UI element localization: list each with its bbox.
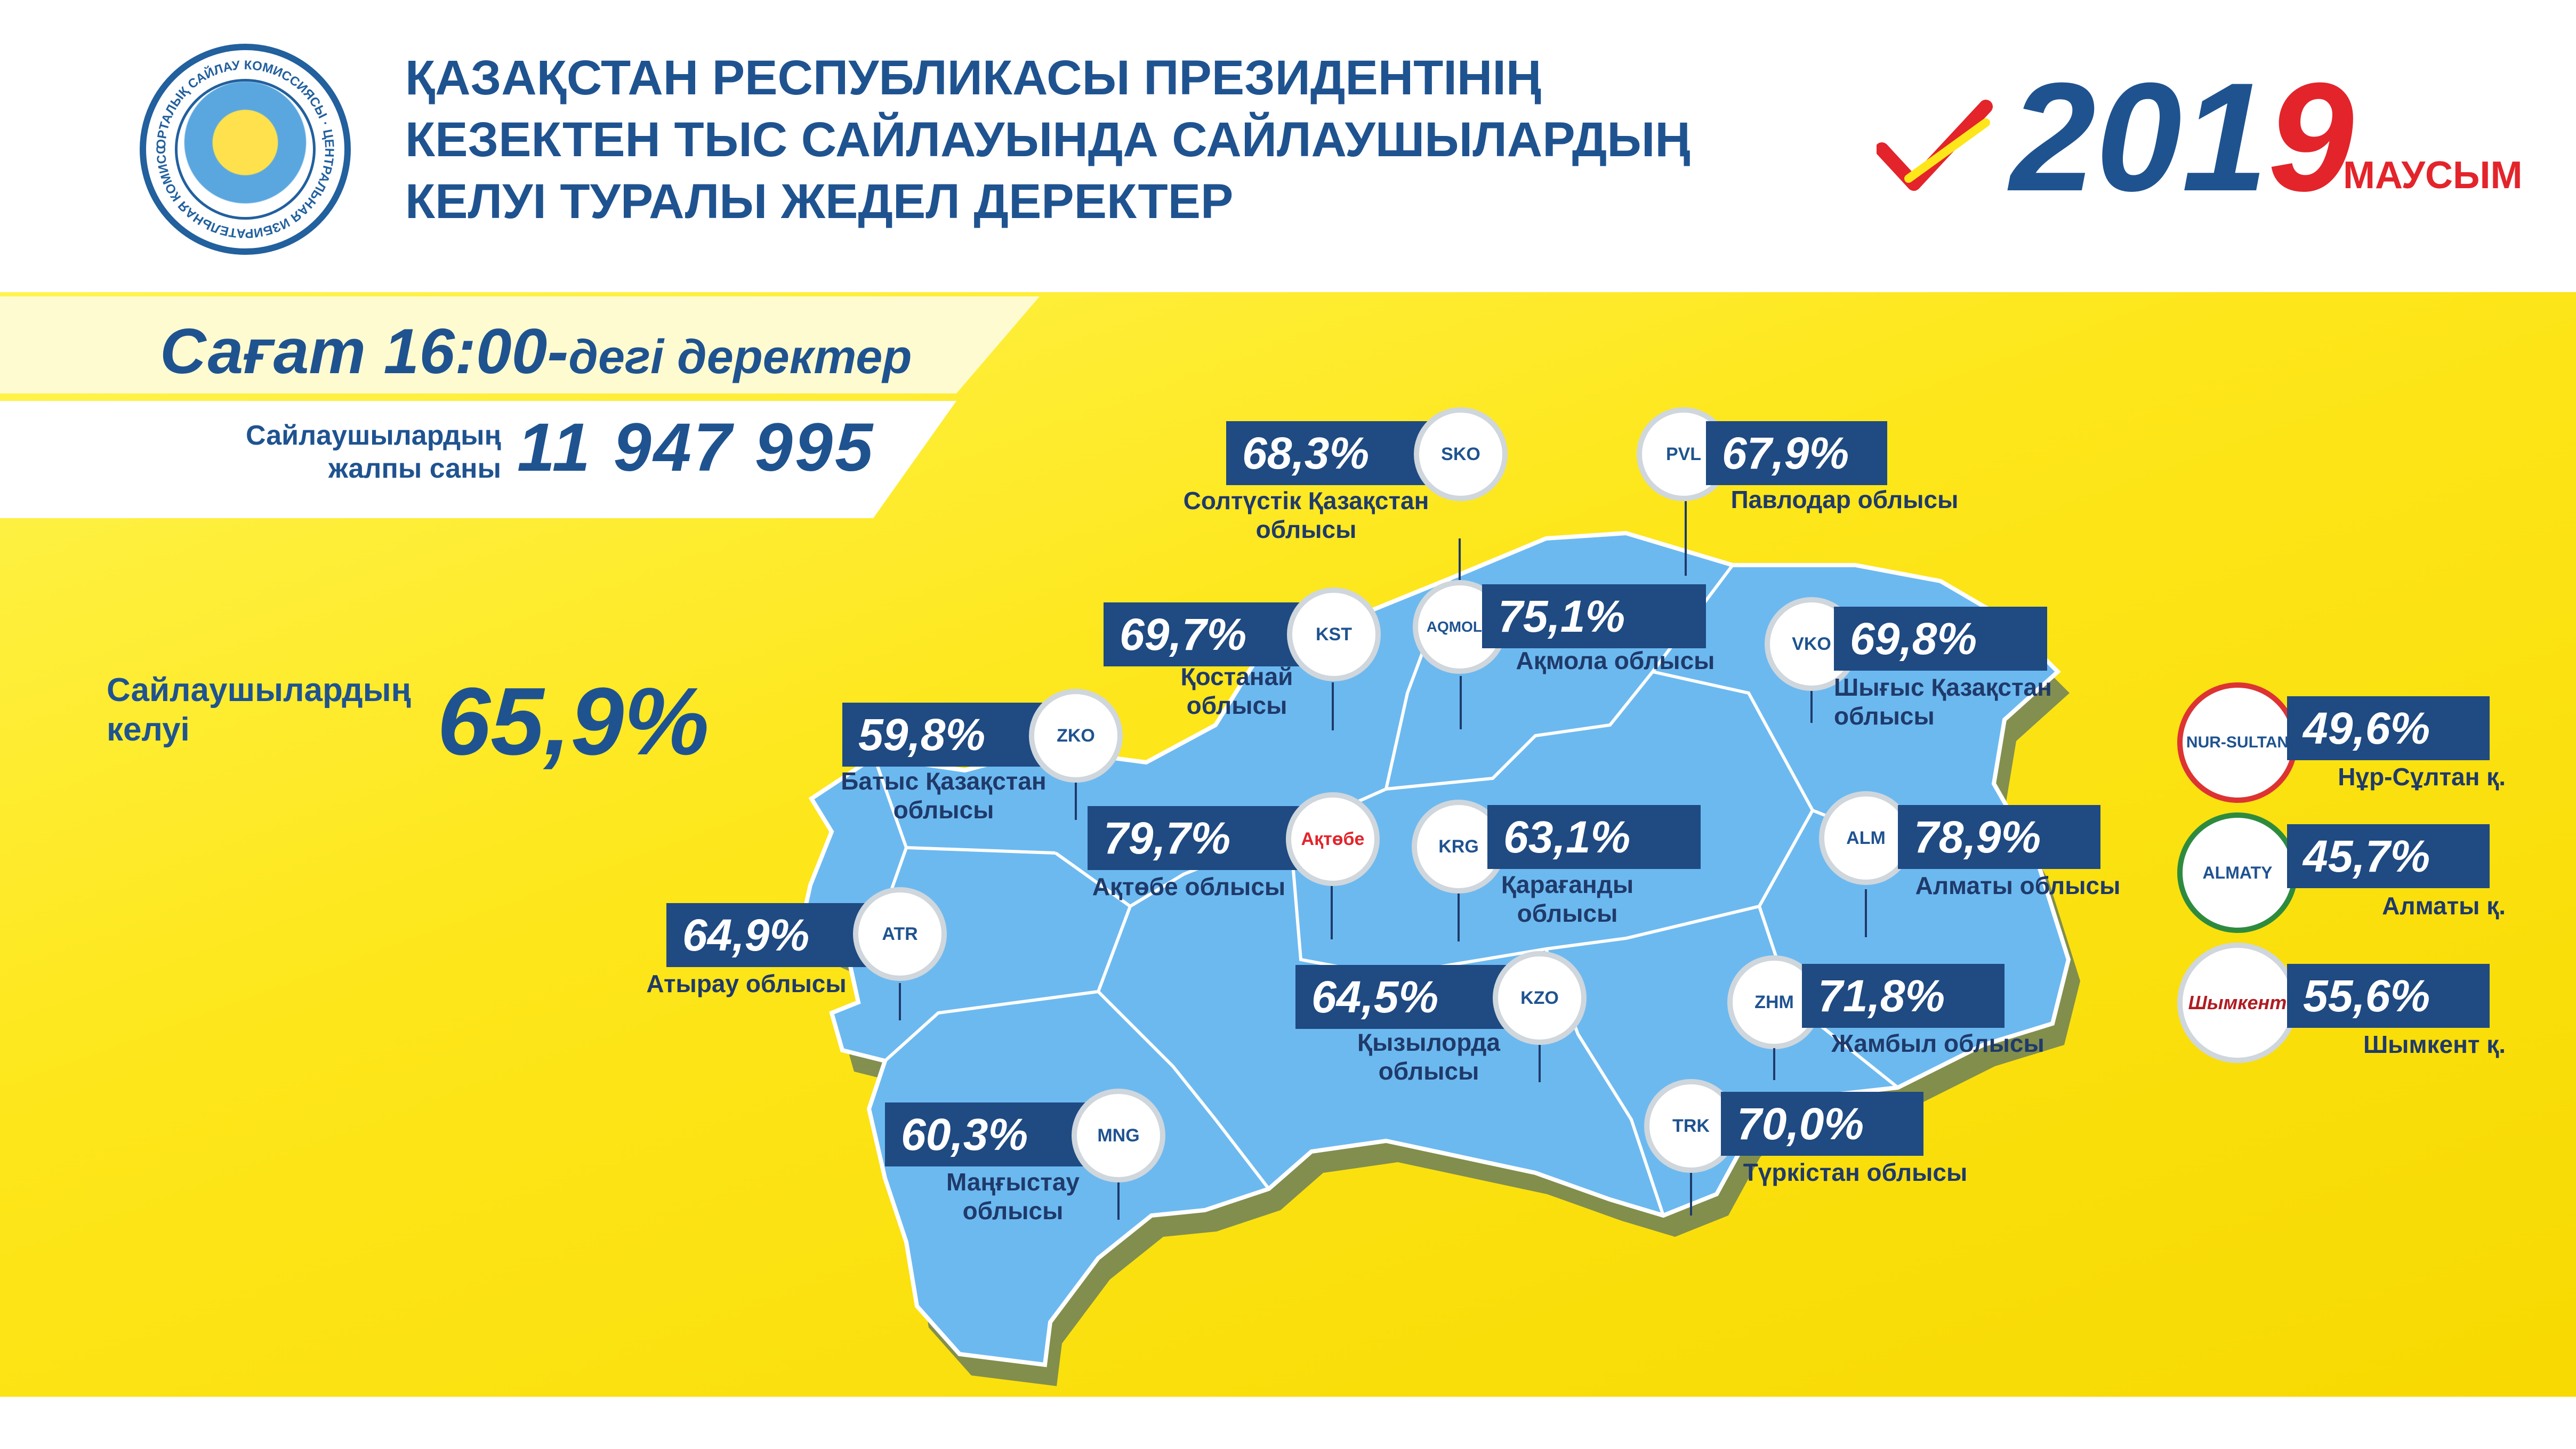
region-turnout-box: 64,5% <box>1295 965 1541 1029</box>
leader-line <box>1460 676 1462 729</box>
election-month: МАУСЫМ <box>2343 154 2523 197</box>
region-turnout-box: 78,9% <box>1898 805 2100 869</box>
region-emblem: KZO <box>1493 951 1587 1045</box>
total-voters-label-line-1: Сайлаушылардың <box>246 420 501 451</box>
data-time-suffix: дегі деректер <box>568 331 912 384</box>
city-emblem: NUR-SULTAN <box>2177 682 2298 803</box>
leader-line <box>1332 682 1334 730</box>
region-name: Солтүстік Қазақстан облысы <box>1146 486 1466 544</box>
leader-line <box>1685 501 1687 576</box>
city-name: Нұр-Сұлтан қ. <box>2338 763 2506 791</box>
turnout-label-line-2: келуі <box>107 711 190 748</box>
city-turnout-box: 49,6% <box>2287 696 2490 760</box>
region-emblem: ATR <box>853 887 947 981</box>
region-name-line-1: Қызылорда <box>1357 1028 1500 1056</box>
time-banner <box>0 296 1040 393</box>
page-title: ҚАЗАҚСТАН РЕСПУБЛИКАСЫ ПРЕЗИДЕНТІНІҢ КЕЗ… <box>405 47 1877 232</box>
region-name-line-1: Солтүстік Қазақстан <box>1183 487 1429 514</box>
region-turnout-box: 64,9% <box>666 903 890 967</box>
city-emblem: ALMATY <box>2177 812 2298 933</box>
region-name-line-2: облысы <box>1834 702 1935 730</box>
turnout-label: Сайлаушылардың келуі <box>107 671 437 750</box>
region-name-line-2: облысы <box>1255 516 1357 543</box>
region-emblem: KST <box>1287 587 1381 681</box>
region-turnout-box: 69,7% <box>1104 602 1306 666</box>
region-emblem: ZKO <box>1029 689 1123 783</box>
region-turnout-box: 69,8% <box>1834 607 2047 671</box>
region-turnout-box: 70,0% <box>1721 1092 1923 1156</box>
year-digits: 201 <box>2010 51 2268 223</box>
region-name: Атырау облысы <box>646 970 847 997</box>
region-turnout-box: 68,3% <box>1226 421 1429 485</box>
region-name: Ақтөбе облысы <box>1092 873 1286 900</box>
title-line-1: ҚАЗАҚСТАН РЕСПУБЛИКАСЫ ПРЕЗИДЕНТІНІҢ <box>405 51 1542 105</box>
title-line-3: КЕЛУІ ТУРАЛЫ ЖЕДЕЛ ДЕРЕКТЕР <box>405 174 1234 229</box>
region-name-line-1: Шығыс Қазақстан <box>1834 673 2052 701</box>
total-voters-label-line-2: жалпы саны <box>328 453 501 484</box>
leader-line <box>1331 886 1333 939</box>
leader-line <box>899 983 901 1020</box>
voters-banner <box>0 401 956 518</box>
region-turnout-box: 75,1% <box>1482 584 1706 648</box>
title-line-2: КЕЗЕКТЕН ТЫС САЙЛАУЫНДА САЙЛАУШЫЛАРДЫҢ <box>405 112 1690 167</box>
footer-strip <box>0 1397 2576 1449</box>
border-line <box>883 905 1132 1062</box>
total-voters-value: 11 947 995 <box>517 409 875 486</box>
region-turnout-box: 71,8% <box>1802 964 2005 1028</box>
leader-line <box>1690 1173 1692 1215</box>
region-name: Қостанай облысы <box>1168 662 1306 720</box>
region-turnout-box: 67,9% <box>1706 421 1887 485</box>
checkmark-icon <box>1877 100 1993 191</box>
region-name: Қарағанды облысы <box>1487 870 1647 928</box>
leader-line <box>1459 538 1461 581</box>
turnout-label-line-1: Сайлаушылардың <box>107 672 412 709</box>
election-year: 2019 <box>2010 60 2354 214</box>
leader-line <box>1075 783 1077 820</box>
region-name-line-2: облысы <box>1378 1057 1479 1085</box>
region-name-line-2: облысы <box>1186 691 1287 719</box>
leader-line <box>1117 1182 1120 1220</box>
region-turnout-box: 79,7% <box>1088 806 1322 870</box>
region-emblem: MNG <box>1072 1089 1165 1182</box>
region-name: Қызылорда облысы <box>1349 1028 1509 1085</box>
seal-center-emblem <box>175 79 316 220</box>
region-name-line-1: Маңғыстау <box>946 1168 1080 1196</box>
region-name: Жамбыл облысы <box>1831 1029 2044 1057</box>
region-name: Шығыс Қазақстан облысы <box>1834 673 2079 730</box>
leader-line <box>1865 889 1867 937</box>
region-name-line-2: облысы <box>893 796 994 824</box>
city-emblem: Шымкент <box>2177 943 2298 1063</box>
region-name-line-2: облысы <box>962 1197 1064 1225</box>
leader-line <box>1773 1048 1775 1080</box>
region-name: Павлодар облысы <box>1730 486 1959 513</box>
header <box>0 0 2576 292</box>
region-name-line-1: Қостанай <box>1180 663 1293 690</box>
city-turnout-box: 55,6% <box>2287 964 2490 1028</box>
leader-line <box>1458 893 1460 941</box>
leader-line <box>1539 1045 1541 1082</box>
city-turnout-box: 45,7% <box>2287 824 2490 888</box>
region-name: Алматы облысы <box>1915 872 2121 899</box>
region-emblem: Ақтөбе <box>1286 792 1380 886</box>
region-name-line-1: Қарағанды <box>1501 871 1634 898</box>
leader-line <box>1810 691 1813 723</box>
region-name: Батыс Қазақстан облысы <box>821 767 1066 824</box>
region-name-line-2: облысы <box>1517 899 1618 927</box>
data-time-heading: Сағат 16:00-дегі деректер <box>160 315 912 388</box>
turnout-value: 65,9% <box>437 668 710 775</box>
data-time: Сағат 16:00- <box>160 316 569 387</box>
region-emblem: SKO <box>1414 407 1508 501</box>
region-name: Түркістан облысы <box>1743 1158 1968 1186</box>
city-name: Алматы қ. <box>2382 892 2506 920</box>
region-name-line-1: Батыс Қазақстан <box>841 767 1046 795</box>
city-name: Шымкент қ. <box>2363 1031 2506 1058</box>
border-line <box>1386 564 1734 791</box>
year-last-digit: 9 <box>2267 51 2354 223</box>
region-turnout-box: 63,1% <box>1487 805 1701 869</box>
total-voters-label: Сайлаушылардың жалпы саны <box>203 419 501 485</box>
border-line <box>1097 990 1270 1190</box>
region-name: Ақмола облысы <box>1516 647 1715 674</box>
region-name: Маңғыстау облысы <box>933 1168 1093 1225</box>
